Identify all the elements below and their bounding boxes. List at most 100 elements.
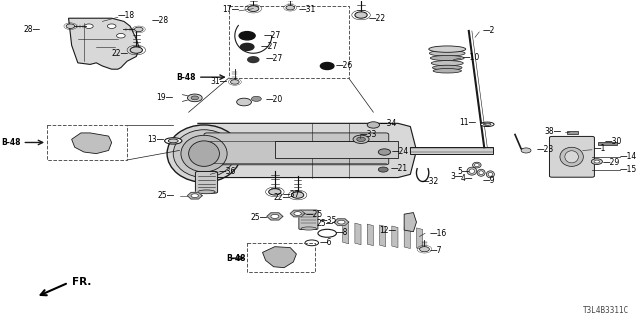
Text: —27: —27 — [264, 31, 281, 40]
Text: 25—: 25— — [158, 191, 175, 200]
Circle shape — [378, 167, 388, 172]
Bar — [410, 147, 493, 154]
Circle shape — [134, 27, 143, 32]
Circle shape — [286, 5, 294, 10]
Text: 22—: 22— — [273, 193, 290, 202]
Polygon shape — [404, 212, 417, 232]
Text: 11—: 11— — [460, 118, 477, 127]
Circle shape — [188, 94, 202, 102]
Text: —28: —28 — [152, 16, 169, 25]
Text: —27: —27 — [260, 42, 278, 51]
Text: —29: —29 — [603, 158, 620, 167]
Text: —35: —35 — [319, 216, 337, 225]
Circle shape — [378, 149, 390, 155]
Text: 5—: 5— — [457, 167, 469, 176]
Text: —1: —1 — [594, 144, 606, 153]
Text: —30: —30 — [604, 137, 621, 146]
Text: 3—: 3— — [451, 172, 463, 181]
Circle shape — [241, 44, 254, 50]
Circle shape — [356, 137, 365, 141]
Ellipse shape — [164, 138, 182, 144]
Circle shape — [269, 189, 281, 195]
Text: 25—: 25— — [250, 213, 268, 222]
Ellipse shape — [484, 123, 491, 125]
Ellipse shape — [560, 147, 583, 166]
Text: 13—: 13— — [147, 135, 164, 144]
Ellipse shape — [318, 229, 337, 237]
Text: B-48: B-48 — [2, 138, 21, 147]
Polygon shape — [72, 133, 111, 154]
Circle shape — [108, 24, 116, 28]
Ellipse shape — [594, 160, 600, 163]
Circle shape — [353, 135, 369, 143]
Circle shape — [84, 24, 93, 28]
Text: —36: —36 — [218, 167, 236, 176]
Polygon shape — [392, 226, 398, 248]
Text: —34: —34 — [380, 119, 397, 128]
Circle shape — [252, 96, 261, 101]
Text: —32: —32 — [421, 177, 438, 186]
Ellipse shape — [431, 60, 463, 66]
Text: 31—: 31— — [211, 77, 228, 86]
FancyBboxPatch shape — [550, 136, 595, 177]
Bar — [275, 141, 398, 158]
Circle shape — [237, 98, 252, 106]
Text: —26: —26 — [335, 60, 353, 69]
Ellipse shape — [429, 50, 465, 56]
Circle shape — [130, 47, 143, 53]
Text: —21: —21 — [390, 164, 408, 173]
Polygon shape — [417, 228, 422, 250]
Ellipse shape — [189, 141, 220, 166]
Circle shape — [191, 96, 198, 100]
Ellipse shape — [198, 190, 215, 194]
Polygon shape — [267, 213, 283, 220]
Circle shape — [239, 32, 255, 40]
Polygon shape — [367, 224, 373, 246]
Ellipse shape — [168, 139, 178, 143]
Polygon shape — [342, 222, 349, 244]
Text: 19—: 19— — [156, 93, 173, 102]
Polygon shape — [198, 123, 417, 178]
Circle shape — [338, 220, 345, 224]
Ellipse shape — [167, 125, 241, 182]
Ellipse shape — [301, 227, 316, 230]
Ellipse shape — [433, 65, 462, 70]
Circle shape — [420, 247, 429, 252]
Text: —20: —20 — [266, 95, 283, 104]
Circle shape — [248, 57, 259, 62]
Ellipse shape — [305, 240, 319, 246]
Text: 4—: 4— — [461, 174, 473, 183]
Text: —37: —37 — [282, 190, 300, 199]
Text: B-48: B-48 — [177, 73, 196, 82]
Ellipse shape — [467, 167, 477, 175]
Text: 38—: 38— — [545, 127, 562, 136]
Bar — [567, 131, 579, 134]
Text: 22—: 22— — [112, 49, 129, 58]
Circle shape — [367, 122, 380, 128]
Polygon shape — [380, 225, 386, 247]
Ellipse shape — [472, 162, 481, 168]
Polygon shape — [404, 227, 410, 249]
Circle shape — [248, 6, 259, 12]
Text: —23: —23 — [536, 145, 554, 154]
Text: —22: —22 — [369, 14, 386, 23]
Circle shape — [321, 62, 334, 69]
Ellipse shape — [591, 159, 602, 164]
Text: —10: —10 — [463, 53, 480, 62]
Ellipse shape — [433, 68, 461, 73]
Ellipse shape — [430, 55, 464, 60]
Circle shape — [230, 80, 239, 84]
Circle shape — [116, 34, 125, 38]
Text: B-48: B-48 — [226, 254, 245, 263]
FancyBboxPatch shape — [299, 210, 318, 229]
Text: —16: —16 — [430, 229, 447, 238]
Ellipse shape — [488, 172, 493, 176]
Text: —2: —2 — [483, 27, 495, 36]
Circle shape — [191, 194, 198, 197]
Ellipse shape — [481, 122, 494, 126]
Ellipse shape — [181, 135, 227, 172]
FancyBboxPatch shape — [204, 133, 388, 165]
Circle shape — [294, 212, 301, 215]
Text: —24: —24 — [392, 147, 409, 156]
Text: —14: —14 — [620, 152, 637, 161]
